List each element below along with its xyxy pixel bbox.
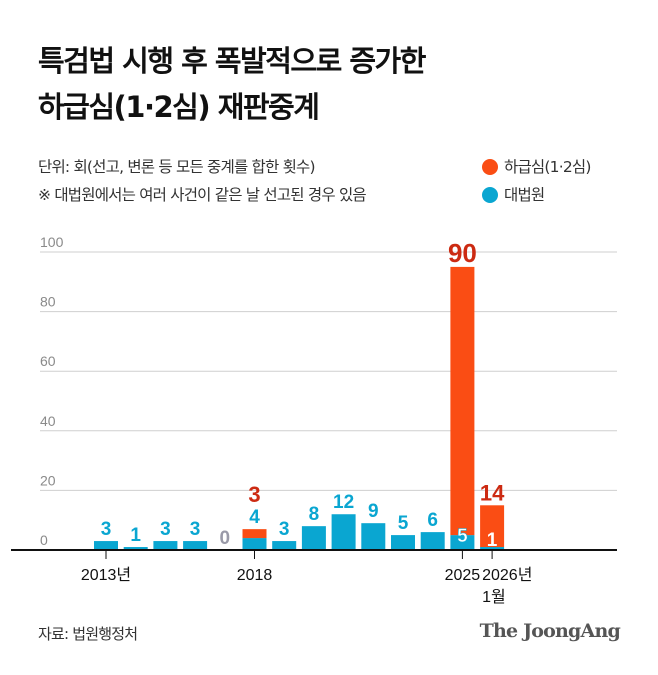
bar-supreme-court (420, 532, 445, 550)
x-tick-label: 2025 (445, 567, 481, 584)
data-label-supreme-court: 12 (333, 492, 354, 513)
chart-notes: 단위: 회(선고, 변론 등 모든 중계를 합한 횟수) ※ 대법원에서는 여러… (38, 153, 367, 209)
data-label-lower-court: 14 (480, 480, 505, 505)
bar-supreme-court (123, 547, 148, 550)
legend-label: 하급심(1·2심) (504, 158, 591, 176)
title-line-1: 특검법 시행 후 폭발적으로 증가한 (38, 44, 426, 78)
footnote: ※ 대법원에서는 여러 사건이 같은 날 선고된 경우 있음 (38, 186, 367, 204)
bar-supreme-court (94, 541, 118, 550)
legend: 하급심(1·2심) 대법원 (482, 153, 591, 209)
bar-supreme-court (391, 535, 415, 550)
bar-supreme-court (450, 535, 475, 550)
x-tick-label: 2018 (237, 567, 273, 584)
data-label-supreme-court: 3 (160, 519, 171, 540)
y-tick-label: 80 (40, 294, 56, 310)
data-label-supreme-court: 0 (220, 528, 231, 549)
bar-supreme-court (301, 526, 326, 550)
legend-item-supreme-court: 대법원 (482, 181, 591, 209)
bar-lower-court (242, 529, 267, 539)
x-tick-label: 1월 (482, 588, 506, 606)
publisher-logo: The JoongAng (479, 620, 621, 642)
data-label-supreme-court: 3 (190, 519, 201, 540)
data-label-supreme-court: 5 (457, 526, 468, 547)
bar-supreme-court (331, 514, 356, 550)
data-label-supreme-court: 9 (368, 501, 379, 522)
y-tick-label: 40 (40, 413, 56, 429)
bar-lower-court (450, 266, 475, 536)
unit-note: 단위: 회(선고, 변론 등 모든 중계를 합한 횟수) (38, 158, 316, 176)
data-label-supreme-court: 6 (427, 510, 438, 531)
data-label-supreme-court: 8 (309, 504, 320, 525)
x-tick-label: 2013년 (81, 566, 131, 584)
chart-title: 특검법 시행 후 폭발적으로 증가한 하급심(1·2심) 재판중계 (38, 38, 426, 130)
source-note: 자료: 법원행정처 (38, 625, 138, 643)
bar-supreme-court (153, 541, 178, 550)
bar-supreme-court (183, 541, 208, 550)
y-tick-label: 20 (40, 472, 56, 488)
data-label-supreme-court: 1 (130, 525, 141, 546)
bar-supreme-court (242, 538, 267, 550)
data-label-supreme-court: 3 (101, 519, 112, 540)
data-label-lower-court: 3 (248, 482, 260, 507)
data-label-supreme-court: 5 (398, 513, 409, 534)
data-label-supreme-court: 4 (249, 507, 260, 528)
legend-label: 대법원 (504, 186, 545, 204)
y-tick-label: 60 (40, 353, 56, 369)
bar-supreme-court (361, 523, 386, 550)
x-tick-label: 2026년 (482, 566, 532, 584)
bar-lower-court (480, 505, 505, 548)
y-tick-label: 0 (40, 532, 48, 548)
data-label-supreme-court: 3 (279, 519, 290, 540)
legend-swatch (482, 187, 498, 203)
data-label-lower-court: 90 (448, 238, 477, 268)
data-label-supreme-court: 1 (487, 530, 498, 551)
bar-supreme-court (272, 541, 297, 550)
legend-item-lower-court: 하급심(1·2심) (482, 153, 591, 181)
y-tick-label: 100 (40, 234, 64, 250)
legend-swatch (482, 159, 498, 175)
bar-supreme-court (480, 547, 505, 550)
title-line-2: 하급심(1·2심) 재판중계 (38, 90, 320, 124)
